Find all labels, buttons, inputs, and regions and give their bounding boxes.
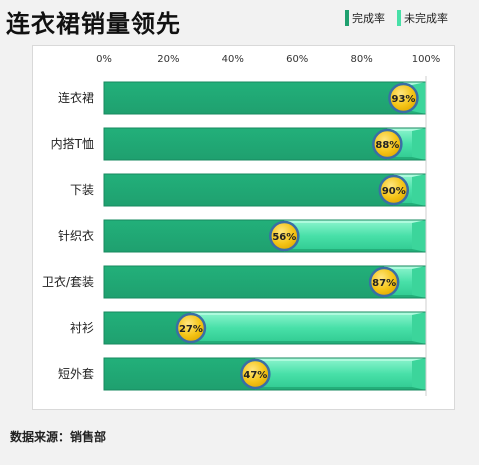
bar-completed bbox=[104, 220, 285, 252]
x-tick-label: 80% bbox=[350, 54, 372, 65]
bar-uncompleted-shadow bbox=[255, 387, 426, 390]
category-label: 内搭T恤 bbox=[51, 137, 94, 151]
bar-uncompleted-highlight bbox=[190, 312, 426, 315]
bar-uncompleted-highlight bbox=[284, 220, 426, 223]
data-label-badge bbox=[368, 266, 400, 298]
data-label: 90% bbox=[382, 186, 406, 197]
data-label: 87% bbox=[372, 278, 396, 289]
legend-item-completed: 完成率 bbox=[345, 10, 385, 26]
data-label-badge bbox=[372, 128, 403, 160]
data-label-badge bbox=[378, 174, 410, 206]
bar-completed bbox=[104, 174, 394, 206]
category-label: 短外套 bbox=[58, 367, 94, 381]
bar-uncompleted-bevel bbox=[412, 266, 426, 298]
data-label: 56% bbox=[272, 232, 296, 243]
data-label-badge bbox=[240, 358, 271, 390]
data-label: 93% bbox=[391, 94, 415, 105]
bar-uncompleted-highlight bbox=[384, 266, 426, 269]
category-label: 连衣裙 bbox=[58, 90, 94, 105]
x-tick-label: 0% bbox=[96, 54, 112, 65]
data-label: 27% bbox=[179, 324, 203, 335]
bar-uncompleted-bevel bbox=[412, 174, 426, 206]
bar-completed bbox=[104, 82, 404, 114]
bar-uncompleted-shadow bbox=[403, 111, 426, 114]
legend-swatch-completed bbox=[345, 10, 349, 26]
bar-uncompleted bbox=[190, 312, 426, 344]
x-tick-label: 60% bbox=[286, 54, 308, 65]
category-label: 卫衣/套装 bbox=[42, 274, 94, 289]
bar-uncompleted-shadow bbox=[190, 341, 426, 344]
bar-uncompleted-bevel bbox=[412, 358, 426, 390]
category-label: 衬衫 bbox=[70, 321, 94, 335]
x-tick-label: 100% bbox=[412, 54, 441, 65]
chart-title: 连衣裙销量领先 bbox=[6, 10, 181, 38]
data-label: 47% bbox=[243, 370, 267, 381]
bar-uncompleted bbox=[255, 358, 426, 390]
data-label-badge bbox=[269, 220, 300, 252]
data-label: 88% bbox=[375, 140, 399, 151]
bar-uncompleted-highlight bbox=[387, 128, 426, 131]
legend-item-uncompleted: 未完成率 bbox=[397, 10, 448, 26]
data-source-note: 数据来源：销售部 bbox=[10, 430, 107, 444]
bar-uncompleted-shadow bbox=[393, 203, 426, 206]
bar-uncompleted-bevel bbox=[412, 312, 426, 344]
chart-legend: 完成率 未完成率 bbox=[345, 10, 448, 26]
bar-completed bbox=[104, 128, 388, 160]
bar-uncompleted-shadow bbox=[387, 157, 426, 160]
bar-uncompleted-bevel bbox=[412, 220, 426, 252]
bar-uncompleted-shadow bbox=[384, 295, 426, 298]
bar-uncompleted-highlight bbox=[393, 174, 426, 177]
legend-label-uncompleted: 未完成率 bbox=[404, 12, 448, 25]
bar-completed bbox=[104, 266, 385, 298]
category-label: 针织衣 bbox=[58, 228, 94, 243]
data-label-badge bbox=[388, 82, 419, 114]
bar-uncompleted-highlight bbox=[255, 358, 426, 361]
x-tick-label: 40% bbox=[222, 54, 244, 65]
data-label-badge bbox=[175, 312, 207, 344]
legend-label-completed: 完成率 bbox=[352, 12, 385, 25]
bar-uncompleted-highlight bbox=[403, 82, 426, 85]
category-label: 下装 bbox=[70, 183, 94, 197]
legend-swatch-uncompleted bbox=[397, 10, 401, 26]
x-tick-label: 20% bbox=[157, 54, 179, 65]
bar-uncompleted bbox=[284, 220, 426, 252]
bar-completed bbox=[104, 358, 256, 390]
bar-uncompleted-shadow bbox=[284, 249, 426, 252]
bar-uncompleted-bevel bbox=[412, 128, 426, 160]
